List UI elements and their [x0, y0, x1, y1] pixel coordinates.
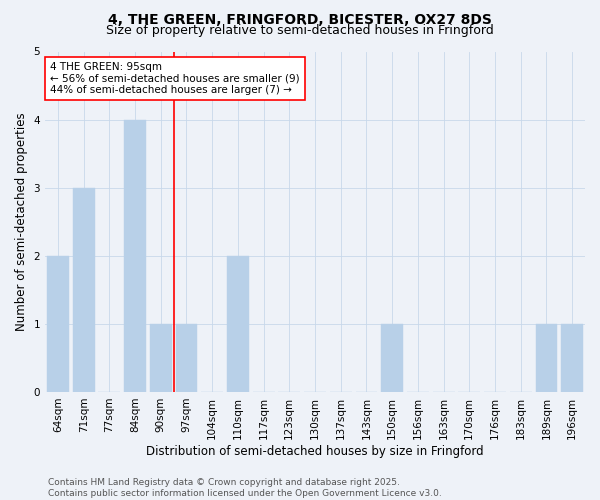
Text: 4, THE GREEN, FRINGFORD, BICESTER, OX27 8DS: 4, THE GREEN, FRINGFORD, BICESTER, OX27 …	[108, 12, 492, 26]
Bar	[47, 256, 69, 392]
Y-axis label: Number of semi-detached properties: Number of semi-detached properties	[15, 112, 28, 331]
Bar	[536, 324, 557, 392]
Bar	[124, 120, 146, 392]
Bar	[561, 324, 583, 392]
Text: 4 THE GREEN: 95sqm
← 56% of semi-detached houses are smaller (9)
44% of semi-det: 4 THE GREEN: 95sqm ← 56% of semi-detache…	[50, 62, 300, 95]
Text: Contains HM Land Registry data © Crown copyright and database right 2025.
Contai: Contains HM Land Registry data © Crown c…	[48, 478, 442, 498]
Bar	[381, 324, 403, 392]
Text: Size of property relative to semi-detached houses in Fringford: Size of property relative to semi-detach…	[106, 24, 494, 37]
Bar	[227, 256, 249, 392]
X-axis label: Distribution of semi-detached houses by size in Fringford: Distribution of semi-detached houses by …	[146, 444, 484, 458]
Bar	[176, 324, 197, 392]
Bar	[73, 188, 95, 392]
Bar	[150, 324, 172, 392]
